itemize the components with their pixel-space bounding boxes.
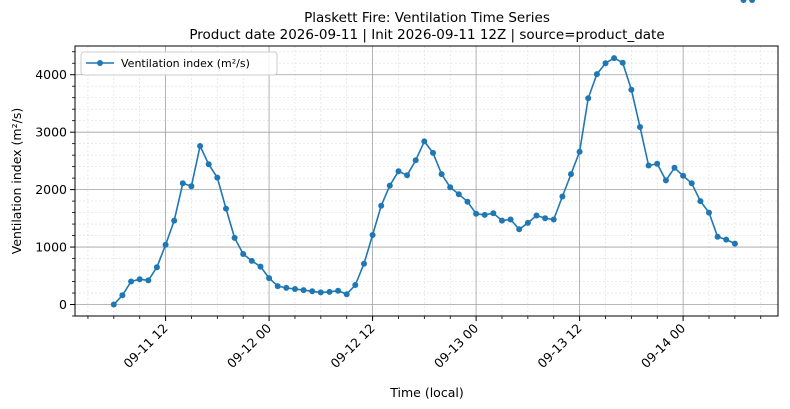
data-point bbox=[680, 172, 687, 179]
data-point bbox=[662, 177, 669, 184]
data-point bbox=[628, 86, 635, 93]
data-point bbox=[490, 210, 497, 217]
data-point bbox=[404, 172, 411, 179]
data-point bbox=[542, 215, 549, 222]
x-tick-label: 09-13 00 bbox=[431, 320, 481, 370]
data-point bbox=[706, 209, 712, 216]
data-point bbox=[637, 124, 643, 130]
data-point bbox=[524, 219, 531, 226]
data-point bbox=[395, 168, 402, 175]
data-point bbox=[576, 148, 583, 155]
data-point bbox=[697, 198, 704, 205]
x-axis-label: Time (local) bbox=[389, 385, 463, 400]
plot-frame bbox=[74, 45, 779, 317]
y-axis-label: Ventilation index (m²/s) bbox=[9, 108, 24, 254]
data-point bbox=[559, 193, 566, 200]
data-point bbox=[317, 289, 324, 296]
data-point bbox=[473, 210, 480, 217]
data-point bbox=[602, 60, 609, 67]
axis-ticks: 0 1000 2000 3000 4000 09-11 12 09-12 00 09-12 1… bbox=[35, 51, 762, 371]
data-point bbox=[499, 217, 505, 224]
data-point bbox=[455, 191, 462, 198]
data-point bbox=[153, 264, 160, 271]
data-point bbox=[464, 198, 471, 205]
data-point bbox=[516, 226, 523, 233]
data-point bbox=[309, 288, 316, 295]
legend-marker bbox=[97, 60, 103, 66]
y-tick-label: 0 bbox=[59, 297, 67, 312]
data-point bbox=[179, 180, 186, 187]
data-point bbox=[412, 157, 419, 164]
data-point bbox=[343, 291, 350, 298]
data-point bbox=[231, 234, 238, 241]
data-point bbox=[110, 301, 117, 308]
data-point bbox=[326, 288, 333, 295]
legend-box bbox=[80, 51, 278, 76]
data-point bbox=[361, 260, 367, 267]
data-point bbox=[248, 257, 255, 264]
data-point bbox=[447, 184, 454, 191]
data-point bbox=[611, 55, 618, 62]
grid bbox=[75, 46, 778, 317]
y-tick-label: 2000 bbox=[35, 182, 67, 197]
data-point bbox=[378, 202, 385, 209]
data-point bbox=[145, 277, 152, 284]
data-point bbox=[438, 171, 445, 178]
y-tick-label: 4000 bbox=[35, 67, 67, 82]
data-point bbox=[119, 292, 126, 299]
x-tick-label: 09-14 00 bbox=[638, 320, 688, 370]
data-point bbox=[352, 282, 359, 288]
data-point bbox=[197, 143, 204, 149]
data-point bbox=[533, 212, 540, 219]
data-point bbox=[593, 71, 600, 78]
y-tick-label: 3000 bbox=[35, 125, 67, 140]
data-point bbox=[171, 217, 178, 224]
legend: Ventilation index (m²/s) bbox=[80, 51, 278, 76]
data-point bbox=[550, 216, 557, 223]
data-point bbox=[731, 240, 738, 247]
data-point bbox=[300, 287, 307, 294]
data-point bbox=[654, 160, 661, 167]
data-point bbox=[421, 138, 428, 145]
data-point bbox=[645, 162, 652, 169]
data-point bbox=[723, 236, 730, 243]
data-point bbox=[240, 251, 247, 257]
x-tick-label: 09-12 12 bbox=[327, 321, 377, 371]
legend-label: Ventilation index (m²/s) bbox=[121, 57, 250, 70]
data-point bbox=[386, 182, 393, 189]
x-tick-label: 09-12 00 bbox=[224, 320, 274, 370]
x-tick-label: 09-11 12 bbox=[120, 321, 170, 371]
data-point bbox=[749, 0, 756, 3]
data-point bbox=[481, 211, 488, 218]
chart-title: Plaskett Fire: Ventilation Time Series bbox=[304, 10, 550, 26]
data-point bbox=[688, 180, 695, 187]
y-tick-label: 1000 bbox=[35, 240, 67, 255]
data-point bbox=[619, 59, 626, 66]
chart-subtitle: Product date 2026-09-11 | Init 2026-09-1… bbox=[189, 27, 664, 43]
data-point bbox=[369, 232, 376, 238]
data-point bbox=[740, 0, 747, 3]
data-point bbox=[274, 283, 281, 290]
data-point bbox=[671, 164, 678, 171]
data-point bbox=[335, 287, 342, 294]
data-point bbox=[714, 233, 721, 240]
data-point bbox=[188, 183, 195, 190]
data-point bbox=[223, 205, 229, 212]
data-point bbox=[585, 95, 592, 102]
data-point bbox=[136, 276, 143, 283]
data-point bbox=[430, 149, 436, 156]
data-point bbox=[507, 216, 514, 223]
data-point bbox=[568, 171, 574, 178]
data-point bbox=[266, 275, 273, 282]
x-tick-label: 09-13 12 bbox=[534, 321, 584, 371]
data-point bbox=[283, 284, 290, 291]
data-point bbox=[292, 286, 298, 292]
data-point bbox=[205, 161, 212, 168]
data-point bbox=[214, 174, 221, 181]
data-point bbox=[128, 278, 135, 285]
data-point bbox=[162, 241, 169, 248]
data-point bbox=[257, 263, 264, 270]
series-group bbox=[110, 0, 756, 308]
